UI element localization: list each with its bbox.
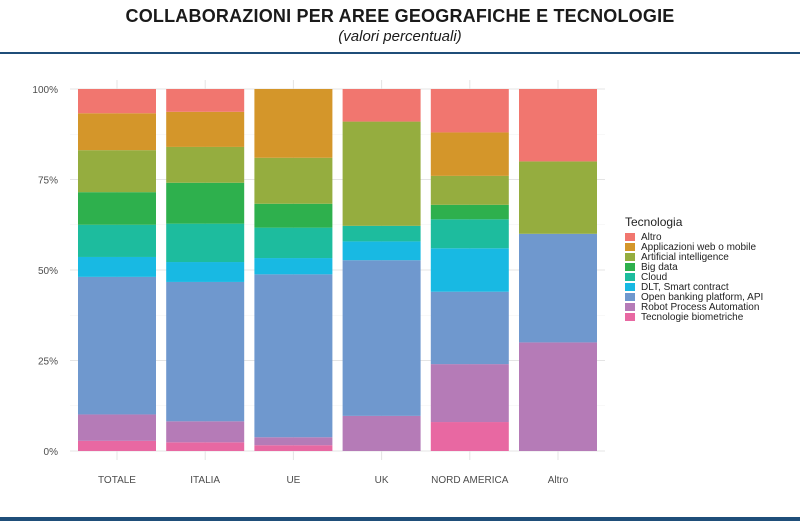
bar-segment: [166, 262, 245, 282]
legend-label: Cloud: [641, 271, 668, 283]
bar-segment: [519, 342, 597, 451]
bar-segment: [430, 291, 509, 365]
legend-label: Altro: [641, 231, 662, 243]
legend-swatch: [625, 313, 635, 321]
bar-segment: [166, 111, 245, 147]
bar-segment: [166, 146, 245, 183]
bar-segment: [78, 192, 156, 225]
legend-label: Big data: [641, 261, 678, 273]
bar-segment: [430, 219, 509, 249]
bar-segment: [78, 414, 156, 441]
bar-segment: [519, 89, 597, 162]
legend-item: Altro: [625, 231, 763, 243]
bar-segment: [519, 233, 597, 343]
x-tick-label: Altro: [548, 475, 569, 486]
bar-segment: [78, 440, 156, 451]
bar-segment: [78, 256, 156, 277]
legend-label: Open banking platform, API: [641, 291, 764, 303]
legend-item: Robot Process Automation: [625, 301, 763, 313]
legend-label: Tecnologie biometriche: [641, 311, 744, 323]
legend-label: Robot Process Automation: [641, 301, 760, 313]
legend-label: DLT, Smart contract: [641, 281, 729, 293]
bar-segment: [254, 157, 333, 204]
bar-segment: [254, 227, 333, 259]
bar-segment: [78, 276, 156, 415]
bar-segment: [254, 274, 333, 438]
bar-segment: [430, 248, 509, 292]
legend-title: Tecnologia: [625, 215, 683, 229]
bar-segment: [342, 121, 421, 226]
bar-segment: [430, 132, 509, 176]
legend-swatch: [625, 233, 635, 241]
bar-segment: [166, 89, 245, 112]
legend-item: DLT, Smart contract: [625, 281, 763, 293]
bar-segment: [78, 113, 156, 151]
legend-label: Applicazioni web o mobile: [641, 241, 757, 253]
bar-segment: [342, 260, 421, 416]
x-tick-label: TOTALE: [98, 475, 136, 486]
legend-swatch: [625, 253, 635, 261]
bar-segment: [78, 150, 156, 193]
y-tick-label: 100%: [32, 85, 58, 96]
legend-swatch: [625, 293, 635, 301]
legend-item: Open banking platform, API: [625, 291, 764, 303]
bar-segment: [166, 421, 245, 443]
bottom-divider: [0, 517, 800, 521]
legend-item: Big data: [625, 261, 763, 273]
bar-segment: [254, 89, 333, 158]
legend-swatch: [625, 273, 635, 281]
bar-segment: [430, 89, 509, 133]
bar-segment: [166, 281, 245, 422]
bar-segment: [430, 204, 509, 220]
bar-segment: [78, 89, 156, 114]
bar-segment: [166, 223, 245, 263]
x-tick-label: ITALIA: [190, 475, 220, 486]
top-divider: [0, 52, 800, 54]
bar-segment: [342, 415, 421, 451]
bar-segment: [430, 422, 509, 451]
y-tick-label: 25%: [38, 357, 58, 368]
bar-segment: [342, 241, 421, 261]
legend-swatch: [625, 303, 635, 311]
bar-segment: [430, 364, 509, 423]
bar-segment: [254, 203, 333, 228]
bar-segment: [254, 445, 333, 451]
legend-label: Artificial intelligence: [641, 251, 729, 263]
legend-swatch: [625, 283, 635, 291]
y-tick-label: 75%: [38, 176, 58, 187]
bar-segment: [519, 161, 597, 234]
chart-subtitle: (valori percentuali): [338, 28, 462, 45]
x-tick-label: UE: [286, 475, 300, 486]
legend: Tecnologia Altro Applicazioni web o mobil…: [625, 215, 764, 323]
bar-segment: [430, 175, 509, 205]
bar-segment: [78, 224, 156, 257]
y-tick-label: 0%: [44, 447, 59, 458]
legend-item: Applicazioni web o mobile: [625, 241, 763, 253]
legend-item: Cloud: [625, 271, 763, 283]
x-tick-label: NORD AMERICA: [431, 475, 509, 486]
chart-title: COLLABORAZIONI PER AREE GEOGRAFICHE E TE…: [125, 6, 675, 26]
bar-segment: [342, 89, 421, 122]
y-tick-label: 50%: [38, 266, 58, 277]
legend-swatch: [625, 263, 635, 271]
bar-segment: [166, 182, 245, 224]
bar-segment: [166, 442, 245, 451]
x-tick-label: UK: [375, 475, 389, 486]
bar-segment: [254, 258, 333, 275]
bar-segment: [254, 437, 333, 446]
legend-item: Artificial intelligence: [625, 251, 763, 263]
bar-segment: [342, 225, 421, 242]
legend-items: Altro Applicazioni web o mobile Artificial…: [625, 231, 764, 323]
legend-swatch: [625, 243, 635, 251]
legend-item: Tecnologie biometriche: [625, 311, 763, 323]
